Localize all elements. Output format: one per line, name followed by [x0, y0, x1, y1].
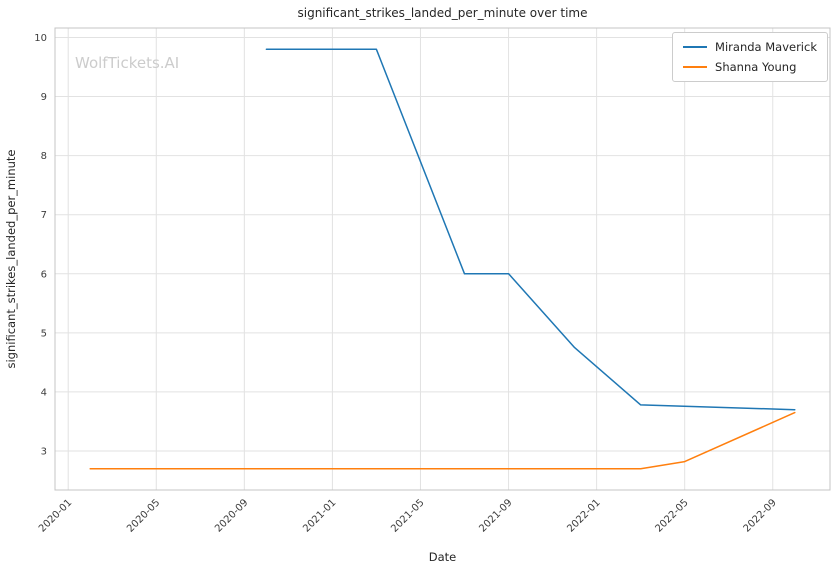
plot-border [54, 27, 831, 491]
x-tick-label: 2022-01 [565, 497, 602, 534]
y-tick-label: 9 [41, 92, 47, 103]
legend-label-shanna-young: Shanna Young [715, 60, 797, 74]
y-tick-label: 7 [41, 210, 47, 221]
x-tick-label: 2021-05 [389, 497, 426, 534]
x-tick-label: 2021-09 [477, 497, 514, 534]
legend-label-miranda-maverick: Miranda Maverick [715, 40, 817, 54]
y-tick-label: 5 [41, 328, 47, 339]
x-tick-label: 2020-05 [125, 497, 162, 534]
legend-line-sample-orange [683, 66, 708, 68]
y-tick-label: 8 [41, 151, 47, 162]
x-tick-label: 2022-05 [653, 497, 690, 534]
x-tick-label: 2020-09 [213, 497, 250, 534]
y-tick-label: 6 [41, 269, 47, 280]
y-tick-label: 3 [41, 447, 47, 458]
series-line-1 [89, 411, 796, 470]
y-tick-label: 10 [34, 33, 47, 44]
x-tick-label: 2021-01 [301, 497, 338, 534]
x-tick-label: 2022-09 [742, 497, 779, 534]
legend-line-sample-blue [683, 46, 708, 48]
grid-lines [55, 28, 830, 490]
watermark: WolfTickets.AI [75, 54, 179, 72]
series-line-0 [265, 48, 796, 411]
legend-item-miranda-maverick: Miranda Maverick [683, 40, 817, 54]
chart-title: significant_strikes_landed_per_minute ov… [297, 6, 587, 20]
x-axis-label: Date [429, 550, 457, 564]
x-tick-label: 2020-01 [37, 497, 74, 534]
y-axis-label: significant_strikes_landed_per_minute [4, 150, 18, 369]
legend-item-shanna-young: Shanna Young [683, 60, 817, 74]
y-tick-label: 4 [41, 387, 47, 398]
chart-legend: Miranda Maverick Shanna Young [672, 32, 828, 82]
